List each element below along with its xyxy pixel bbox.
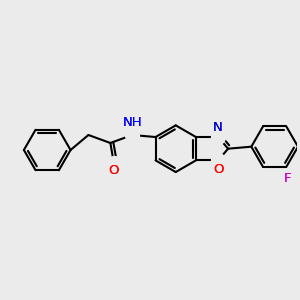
Text: O: O <box>109 164 119 177</box>
Text: F: F <box>284 172 292 185</box>
Text: O: O <box>213 163 224 176</box>
Text: N: N <box>213 121 223 134</box>
Text: NH: NH <box>122 116 142 129</box>
Text: O: O <box>213 163 224 176</box>
Text: F: F <box>284 172 292 185</box>
Text: O: O <box>109 164 119 177</box>
Text: N: N <box>213 121 223 134</box>
Text: NH: NH <box>122 116 142 129</box>
